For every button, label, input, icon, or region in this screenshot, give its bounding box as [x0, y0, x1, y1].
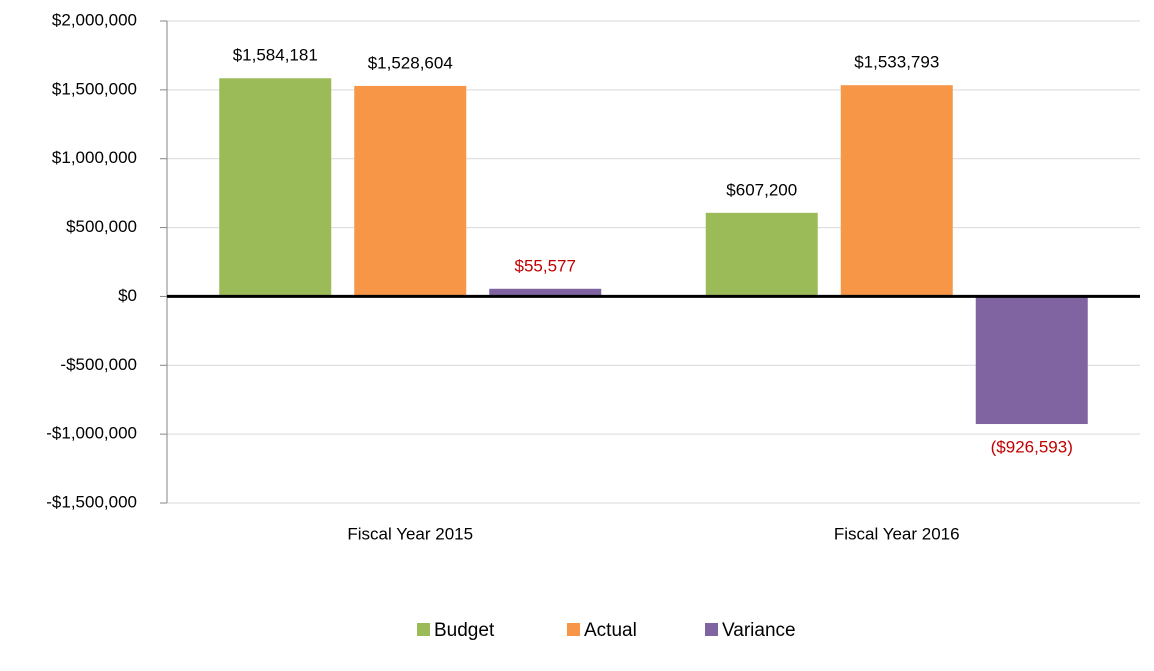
- legend-label: Variance: [722, 620, 796, 641]
- data-label: $1,584,181: [233, 46, 318, 65]
- y-tick-label: -$1,000,000: [46, 424, 137, 443]
- legend-label: Budget: [434, 620, 495, 641]
- bar: [219, 78, 332, 297]
- legend-label: Actual: [584, 620, 637, 641]
- legend-swatch: [567, 623, 580, 636]
- data-label: $1,528,604: [368, 53, 453, 72]
- y-tick-label: $1,500,000: [52, 79, 137, 98]
- bar: [840, 85, 953, 297]
- bar: [354, 85, 467, 297]
- legend-swatch: [705, 623, 718, 636]
- bar: [489, 288, 602, 297]
- bar: [705, 212, 818, 297]
- data-label: $55,577: [515, 256, 576, 275]
- x-tick-label: Fiscal Year 2016: [834, 524, 960, 543]
- y-tick-label: $500,000: [66, 217, 137, 236]
- y-tick-label: $0: [118, 286, 137, 305]
- bar: [975, 296, 1088, 425]
- y-tick-label: $1,000,000: [52, 148, 137, 167]
- y-tick-label: $2,000,000: [52, 10, 137, 29]
- data-label: $1,533,793: [854, 53, 939, 72]
- y-tick-label: -$1,500,000: [46, 492, 137, 511]
- data-label: $607,200: [726, 180, 797, 199]
- legend-swatch: [417, 623, 430, 636]
- y-tick-label: -$500,000: [60, 355, 137, 374]
- data-label: ($926,593): [991, 438, 1073, 457]
- x-tick-label: Fiscal Year 2015: [347, 524, 473, 543]
